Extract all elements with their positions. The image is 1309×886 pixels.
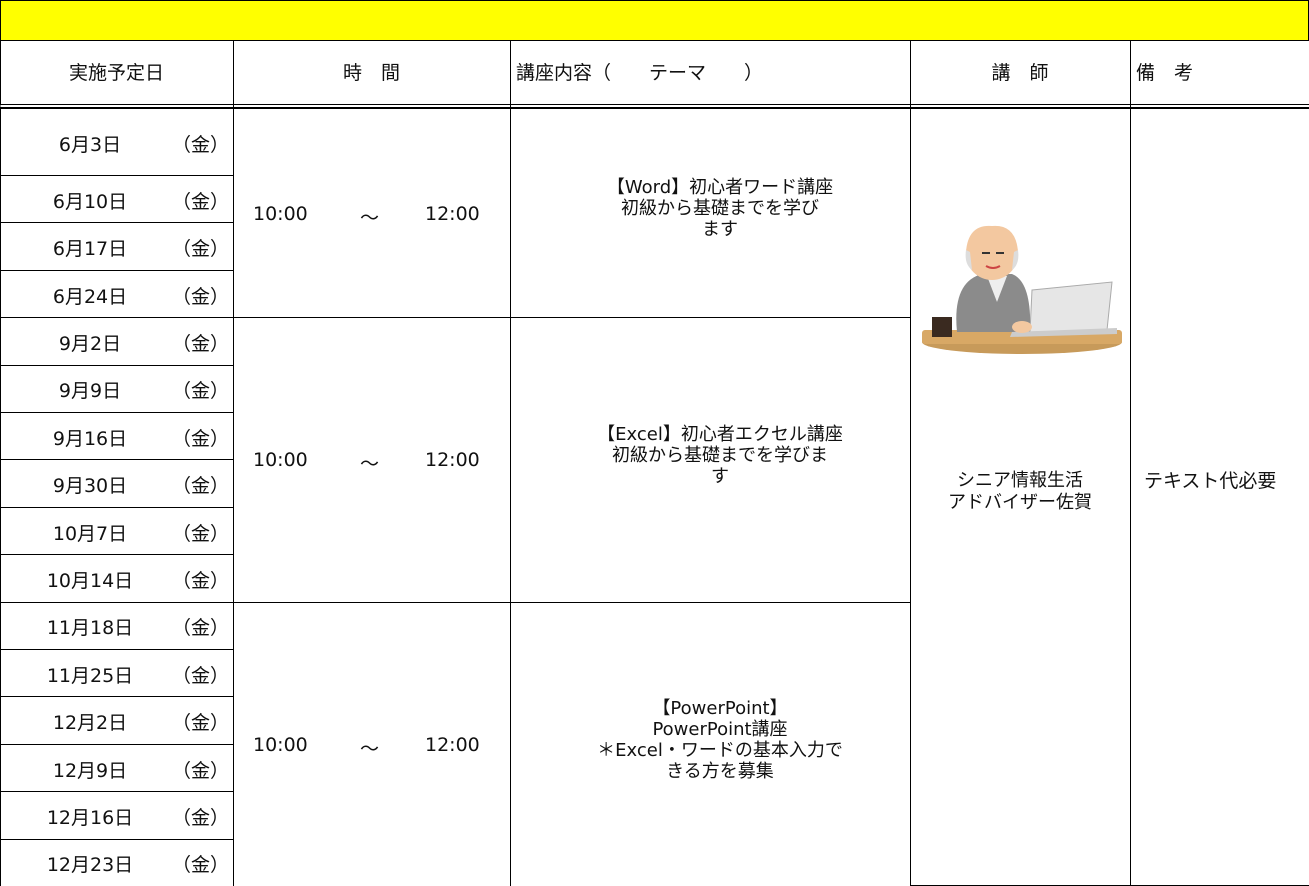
date: 9月9日 xyxy=(58,380,122,403)
illustration xyxy=(922,225,1122,354)
content-cell xyxy=(510,108,911,319)
weekday: （金） xyxy=(172,806,230,829)
weekday: （金） xyxy=(172,569,230,592)
content-line: 【PowerPoint】 xyxy=(652,697,788,719)
time-end: 12:00 xyxy=(425,202,480,225)
weekday: （金） xyxy=(172,712,230,735)
weekday: （金） xyxy=(172,190,230,213)
date: 6月3日 xyxy=(58,133,122,156)
date-cell xyxy=(0,459,234,508)
date-cell xyxy=(0,554,234,603)
header-text: 時 間 xyxy=(342,62,400,84)
time-end: 12:00 xyxy=(425,733,480,756)
header-cell xyxy=(0,40,234,108)
date-cell xyxy=(0,791,234,840)
instructor: シニア情報生活 xyxy=(957,470,1083,491)
time-cell xyxy=(233,108,511,319)
time-separator: ～ xyxy=(360,453,380,476)
time-separator: ～ xyxy=(360,737,380,760)
content-line: 初級から基礎までを学びま xyxy=(612,444,828,466)
date: 10月7日 xyxy=(52,522,128,545)
title-bar xyxy=(0,0,1309,41)
date-cell xyxy=(0,175,234,224)
date-cell xyxy=(0,838,234,886)
date-cell xyxy=(0,222,234,271)
date: 12月16日 xyxy=(46,806,134,829)
date: 9月16日 xyxy=(52,427,128,450)
content-line: 初級から基礎までを学び xyxy=(621,198,819,220)
weekday: （金） xyxy=(172,854,230,877)
header-cell xyxy=(233,40,511,108)
date: 6月24日 xyxy=(52,285,128,308)
date-cell xyxy=(0,364,234,413)
date-cell xyxy=(0,317,234,366)
time-end: 12:00 xyxy=(425,449,480,472)
weekday: （金） xyxy=(172,522,230,545)
time-cell xyxy=(233,317,511,603)
weekday: （金） xyxy=(172,238,230,261)
content-line: 【Word】初心者ワード講座 xyxy=(606,177,834,199)
weekday: （金） xyxy=(172,664,230,687)
header-cell xyxy=(1130,40,1309,108)
date: 6月17日 xyxy=(52,238,128,261)
time-cell xyxy=(233,601,511,886)
content-line: ＊Excel・ワードの基本入力で xyxy=(597,739,843,761)
weekday: （金） xyxy=(172,380,230,403)
header-text: 講座内容（ テーマ ） xyxy=(516,62,764,84)
content-line: す xyxy=(711,465,729,487)
weekday: （金） xyxy=(172,332,230,355)
date-cell xyxy=(0,743,234,793)
date: 6月10日 xyxy=(52,190,128,213)
content-cell xyxy=(510,317,911,603)
header-text: 備 考 xyxy=(1136,62,1194,84)
note: テキスト代必要 xyxy=(1144,470,1277,492)
time-start: 10:00 xyxy=(253,202,308,225)
content-line: PowerPoint講座 xyxy=(652,718,788,740)
header-cell xyxy=(510,40,911,108)
weekday: （金） xyxy=(172,427,230,450)
content-line: ます xyxy=(702,219,738,241)
weekday: （金） xyxy=(172,475,230,498)
date-cell xyxy=(0,108,234,176)
date-cell xyxy=(0,269,234,319)
date-cell xyxy=(0,649,234,698)
content-line: きる方を募集 xyxy=(666,760,774,782)
time-start: 10:00 xyxy=(253,449,308,472)
instructor: アドバイザー佐賀 xyxy=(948,492,1092,513)
time-separator: ～ xyxy=(360,206,380,229)
header-cell xyxy=(910,40,1131,108)
weekday: （金） xyxy=(172,133,230,156)
time-start: 10:00 xyxy=(253,733,308,756)
date: 12月9日 xyxy=(52,759,128,782)
date: 9月30日 xyxy=(52,475,128,498)
header-text: 講 師 xyxy=(991,62,1049,84)
weekday: （金） xyxy=(172,759,230,782)
date-cell xyxy=(0,601,234,650)
date: 10月14日 xyxy=(46,569,134,592)
date-cell xyxy=(0,412,234,461)
weekday: （金） xyxy=(172,617,230,640)
date: 11月25日 xyxy=(46,664,134,687)
date: 12月2日 xyxy=(52,712,128,735)
date: 11月18日 xyxy=(46,617,134,640)
header-text: 実施予定日 xyxy=(68,62,164,84)
weekday: （金） xyxy=(172,285,230,308)
date-cell xyxy=(0,506,234,556)
content-cell xyxy=(510,601,911,886)
note-cell xyxy=(1130,108,1309,886)
date-cell xyxy=(0,696,234,745)
date: 12月23日 xyxy=(46,854,134,877)
content-line: 【Excel】初心者エクセル講座 xyxy=(597,423,843,445)
date: 9月2日 xyxy=(58,332,122,355)
